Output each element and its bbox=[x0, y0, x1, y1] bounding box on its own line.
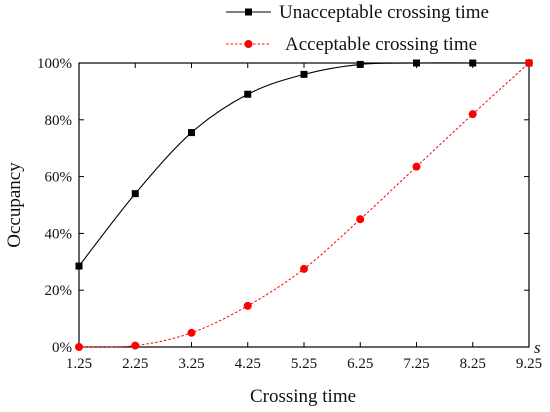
data-point-square bbox=[413, 59, 420, 67]
y-tick-label: 80% bbox=[45, 113, 73, 129]
x-tick-label: 1.25 bbox=[66, 356, 92, 372]
data-point-circle bbox=[75, 343, 83, 351]
data-point-circle bbox=[131, 341, 140, 350]
data-point-circle bbox=[356, 215, 365, 224]
plot-frame bbox=[78, 62, 530, 348]
data-point-circle bbox=[468, 110, 477, 119]
legend: Unacceptable crossing time Acceptable cro… bbox=[226, 2, 489, 55]
legend-label: Acceptable crossing time bbox=[285, 34, 477, 55]
series-layer bbox=[75, 59, 533, 351]
x-axis-unit: s bbox=[534, 338, 541, 357]
plot-border bbox=[78, 62, 530, 348]
x-axis-ticks: 1.25 2.25 3.25 4.25 5.25 6.25 7.25 8.25 9.25 bbox=[66, 63, 542, 372]
data-point-square bbox=[75, 262, 83, 270]
legend-marker-circle bbox=[244, 40, 253, 48]
y-tick-label: 60% bbox=[45, 170, 73, 186]
series-1 bbox=[75, 59, 533, 270]
data-point-square bbox=[469, 59, 477, 67]
y-tick-label: 20% bbox=[45, 283, 73, 299]
data-point-square bbox=[131, 190, 139, 198]
data-point-circle bbox=[412, 162, 421, 171]
data-point-square bbox=[356, 60, 364, 68]
legend-label: Unacceptable crossing time bbox=[279, 2, 489, 23]
y-tick-label: 0% bbox=[52, 340, 72, 356]
data-point-square bbox=[188, 129, 195, 137]
x-tick-label: 3.25 bbox=[178, 356, 204, 372]
x-tick-label: 2.25 bbox=[122, 356, 148, 372]
series-line bbox=[78, 62, 530, 348]
series-line bbox=[78, 62, 529, 267]
x-axis-label: Crossing time bbox=[250, 386, 356, 407]
y-tick-label: 100% bbox=[37, 56, 72, 72]
series-2 bbox=[75, 59, 533, 351]
data-point-circle bbox=[300, 264, 308, 273]
legend-marker-square bbox=[245, 8, 252, 16]
x-tick-label: 4.25 bbox=[235, 356, 261, 372]
data-point-circle bbox=[243, 301, 252, 310]
data-point-circle bbox=[187, 328, 196, 337]
data-point-square bbox=[244, 90, 252, 98]
data-point-square bbox=[300, 70, 308, 78]
y-axis-label: Occupancy bbox=[4, 162, 25, 248]
x-tick-label: 8.25 bbox=[460, 356, 486, 372]
x-tick-label: 7.25 bbox=[403, 356, 429, 372]
data-point-circle bbox=[525, 59, 533, 67]
y-tick-label: 40% bbox=[45, 226, 73, 242]
x-tick-label: 9.25 bbox=[516, 356, 542, 372]
x-tick-label: 5.25 bbox=[291, 356, 317, 372]
y-axis-ticks: 0% 20% 40% 60% 80% 100% bbox=[37, 56, 529, 356]
x-tick-label: 6.25 bbox=[347, 356, 373, 372]
